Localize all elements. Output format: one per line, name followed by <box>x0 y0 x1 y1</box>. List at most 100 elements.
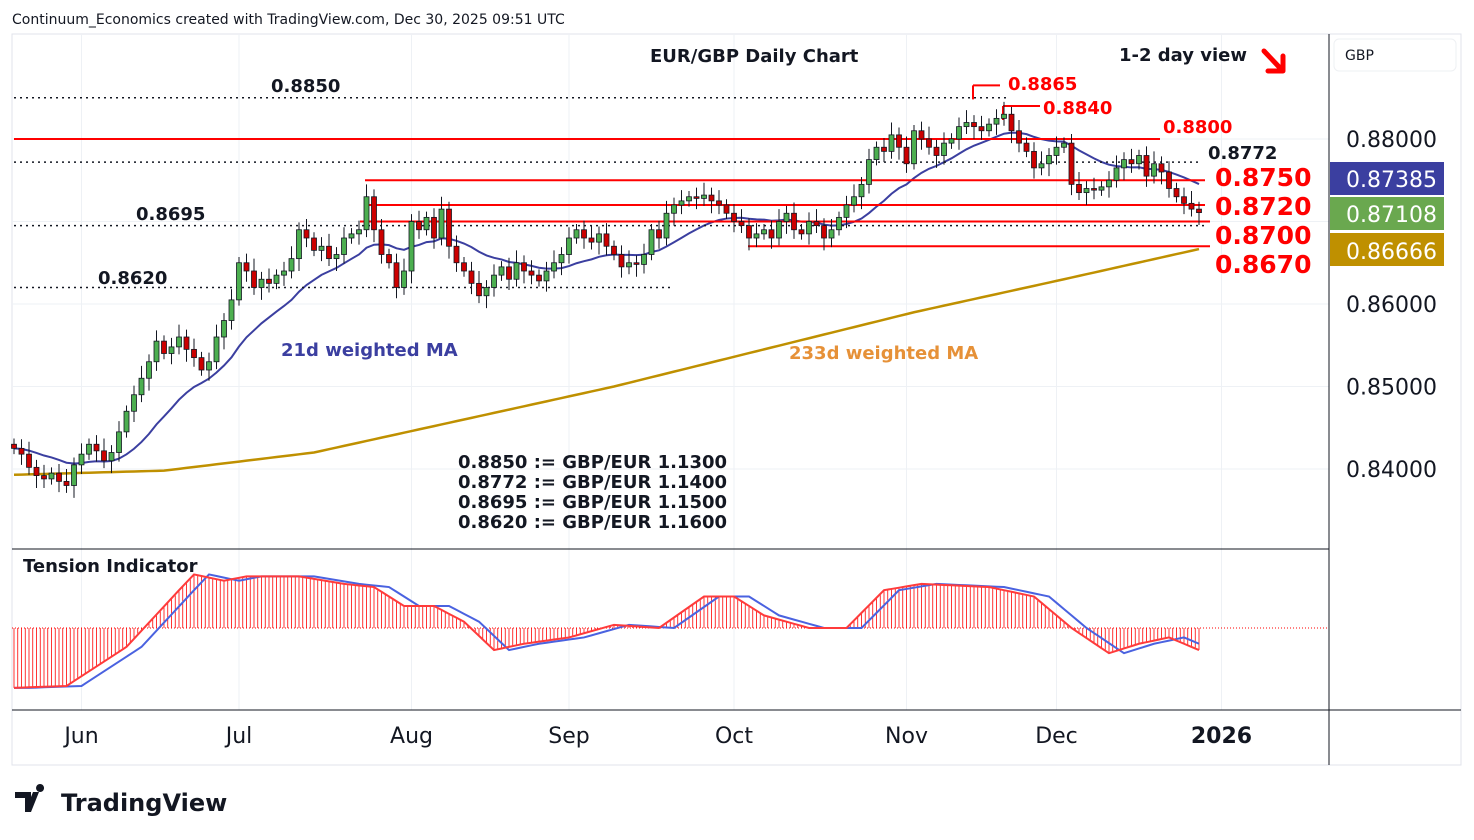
arrow-down-right-icon <box>1261 48 1286 74</box>
candle <box>63 469 70 493</box>
candle-body <box>311 237 317 251</box>
candle <box>161 335 167 360</box>
candle <box>528 260 535 285</box>
candle <box>693 187 700 210</box>
candle <box>26 441 32 475</box>
candle <box>228 289 235 330</box>
level-label: 0.8720 <box>1215 192 1311 221</box>
candle <box>993 109 1000 135</box>
candle-body <box>723 204 730 214</box>
candle <box>71 457 77 498</box>
time-axis[interactable]: Jun Jul Aug Sep Oct Nov Dec 2026 <box>62 724 1252 749</box>
candle <box>356 220 362 245</box>
candle-body <box>738 221 745 227</box>
candle <box>926 126 932 155</box>
candle-body <box>18 447 25 455</box>
candle-body <box>206 361 212 371</box>
candle <box>498 261 505 281</box>
candle-body <box>258 278 265 288</box>
candle-body <box>303 229 310 239</box>
candle-body <box>633 262 640 265</box>
currency-button[interactable]: GBP <box>1333 38 1457 72</box>
ma21-badge-value: 0.87385 <box>1346 168 1437 193</box>
candle-body <box>1196 208 1202 213</box>
candle-body <box>588 237 595 243</box>
candle <box>206 352 212 381</box>
candle-body <box>41 475 47 480</box>
candle-body <box>326 245 332 260</box>
candle <box>881 138 887 163</box>
candle-body <box>281 270 287 276</box>
candle-body <box>1151 163 1157 177</box>
candle <box>236 256 242 306</box>
candle-body <box>476 282 482 297</box>
candle-body <box>453 245 460 264</box>
candle-body <box>431 216 437 239</box>
candle-body <box>1098 186 1105 191</box>
candle <box>33 459 40 488</box>
candle <box>1143 146 1150 187</box>
candle-body <box>408 221 415 272</box>
candle-body <box>686 196 692 202</box>
candle <box>461 256 467 277</box>
candle-body <box>341 237 347 255</box>
candle <box>191 338 197 367</box>
candle <box>746 218 752 251</box>
candle <box>1038 151 1045 176</box>
candle-body <box>656 229 662 239</box>
candle-body <box>888 134 895 152</box>
candle <box>513 250 520 287</box>
candle <box>1061 137 1067 154</box>
candle-body <box>48 472 55 480</box>
candle-body <box>266 278 272 284</box>
ma233-path <box>13 247 1200 477</box>
candle-body <box>896 134 902 148</box>
candle-body <box>828 229 835 239</box>
time-tick-label: Nov <box>885 724 928 749</box>
candle-body <box>956 126 962 140</box>
candle <box>476 271 482 304</box>
candle <box>783 205 790 234</box>
level-label: 0.8620 <box>98 268 167 289</box>
level-label: 0.8695 <box>136 204 205 225</box>
candle-body <box>356 229 362 235</box>
candle <box>821 218 827 251</box>
candle <box>1121 152 1127 181</box>
candle-body <box>26 453 32 468</box>
candle <box>1091 177 1097 200</box>
candle <box>416 210 422 239</box>
candle <box>963 110 970 135</box>
candle <box>183 329 190 362</box>
candle <box>1128 148 1135 173</box>
candle <box>1046 148 1052 177</box>
candle-body <box>483 287 490 297</box>
candles <box>11 101 1202 498</box>
candle <box>701 182 707 206</box>
candle <box>348 228 355 244</box>
candle <box>408 214 415 284</box>
candle-body <box>693 196 700 199</box>
candle-body <box>1068 142 1075 185</box>
candle-body <box>1046 155 1052 165</box>
candle-body <box>63 480 70 486</box>
candle <box>258 271 265 300</box>
candle-body <box>288 258 295 272</box>
last-value-badges: 0.87385 0.87108 0.86666 <box>1330 162 1444 266</box>
candle <box>1023 137 1030 158</box>
candle-body <box>1188 202 1195 210</box>
candle <box>1008 106 1015 144</box>
candle <box>656 220 662 249</box>
candle <box>896 127 902 160</box>
candle-body <box>626 262 632 268</box>
candle <box>153 330 160 371</box>
candle-body <box>851 196 857 206</box>
candle <box>978 115 985 140</box>
candle-body <box>903 146 910 165</box>
price-axis[interactable]: 0.88000 0.86000 0.85000 0.84000 <box>1346 128 1437 483</box>
candle-body <box>558 254 565 264</box>
candle <box>678 190 685 215</box>
candle-body <box>566 237 572 255</box>
candle-body <box>671 204 677 214</box>
candle <box>903 136 910 173</box>
